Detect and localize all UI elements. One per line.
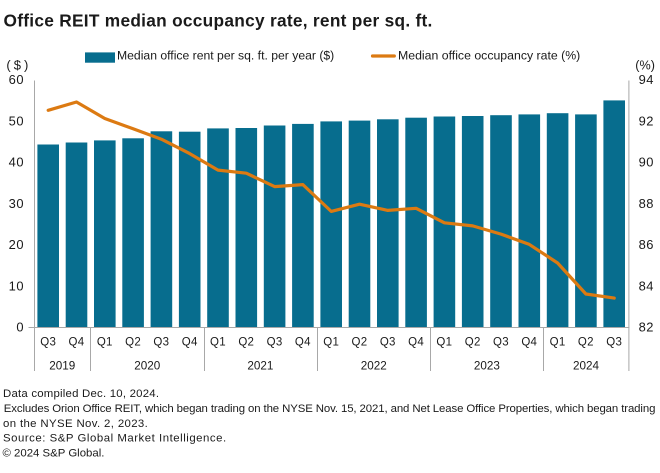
svg-text:Q3: Q3	[493, 336, 509, 348]
svg-text:Q1: Q1	[323, 336, 339, 348]
svg-text:Office REIT median occupancy r: Office REIT median occupancy rate, rent …	[4, 10, 433, 30]
svg-text:Q3: Q3	[267, 336, 283, 348]
svg-text:Source: S&P Global Market Inte: Source: S&P Global Market Intelligence.	[3, 433, 227, 445]
svg-text:2023: 2023	[474, 360, 500, 373]
svg-text:82: 82	[639, 320, 654, 335]
svg-text:Q4: Q4	[408, 336, 424, 348]
svg-text:Q1: Q1	[97, 336, 113, 348]
svg-text:Q3: Q3	[606, 336, 622, 348]
svg-text:60: 60	[9, 72, 24, 87]
svg-text:90: 90	[639, 155, 654, 170]
svg-text:30: 30	[9, 196, 24, 211]
svg-text:20: 20	[9, 237, 24, 252]
svg-text:88: 88	[639, 196, 654, 211]
svg-text:2020: 2020	[134, 360, 161, 373]
svg-text:2022: 2022	[361, 360, 387, 373]
svg-text:40: 40	[9, 155, 24, 170]
svg-text:2019: 2019	[49, 360, 75, 373]
svg-text:84: 84	[639, 278, 654, 293]
svg-text:94: 94	[639, 72, 654, 87]
svg-text:Q3: Q3	[40, 336, 56, 348]
svg-text:Q2: Q2	[238, 336, 254, 348]
svg-text:92: 92	[639, 113, 654, 128]
svg-text:Q2: Q2	[465, 336, 481, 348]
svg-text:50: 50	[9, 113, 24, 128]
svg-text:2021: 2021	[247, 360, 273, 373]
svg-text:86: 86	[639, 237, 654, 252]
svg-text:0: 0	[16, 320, 24, 335]
svg-text:on the NYSE Nov. 2, 2023.: on the NYSE Nov. 2, 2023.	[3, 418, 148, 430]
svg-text:Median office occupancy rate (: Median office occupancy rate (%)	[398, 48, 580, 62]
svg-text:Q2: Q2	[352, 336, 368, 348]
svg-text:Q2: Q2	[578, 336, 594, 348]
svg-text:10: 10	[9, 278, 24, 293]
svg-text:Q1: Q1	[210, 336, 226, 348]
svg-text:Data compiled Dec. 10, 2024.: Data compiled Dec. 10, 2024.	[3, 388, 159, 400]
svg-text:Q4: Q4	[69, 336, 85, 348]
svg-text:Q3: Q3	[153, 336, 169, 348]
svg-text:($): ($)	[6, 58, 31, 73]
svg-text:Q2: Q2	[125, 336, 141, 348]
svg-text:© 2024 S&P Global.: © 2024 S&P Global.	[3, 447, 105, 459]
svg-text:Q4: Q4	[182, 336, 198, 348]
svg-text:Q3: Q3	[380, 336, 396, 348]
svg-text:Q4: Q4	[521, 336, 537, 348]
svg-text:Q1: Q1	[550, 336, 566, 348]
svg-text:Median office rent per sq. ft.: Median office rent per sq. ft. per year …	[117, 48, 334, 62]
svg-text:2024: 2024	[573, 360, 600, 373]
svg-text:Excludes Orion Office REIT, wh: Excludes Orion Office REIT, which began …	[4, 403, 656, 415]
svg-text:Q1: Q1	[436, 336, 452, 348]
svg-text:Q4: Q4	[295, 336, 311, 348]
svg-text:(%): (%)	[635, 59, 655, 73]
